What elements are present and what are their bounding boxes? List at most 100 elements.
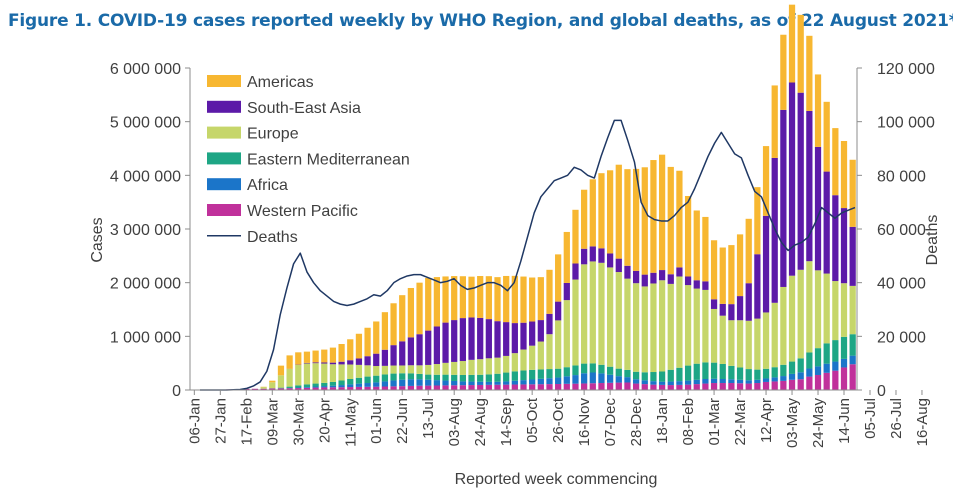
bar-eastern-mediterranean-10 xyxy=(277,387,285,389)
bar-africa-18 xyxy=(347,384,354,388)
bar-europe-33 xyxy=(477,359,484,375)
bar-africa-75 xyxy=(840,358,848,368)
x-tick-label: 17-Feb xyxy=(238,398,255,446)
y2-tick-label: 20 000 xyxy=(877,329,926,346)
bar-europe-67 xyxy=(771,302,778,368)
bar-africa-58 xyxy=(693,379,700,385)
y2-tick-label: 40 000 xyxy=(877,276,926,293)
bar-americas-27 xyxy=(425,278,432,331)
x-tick-label: 27-Jan xyxy=(212,398,229,444)
bar-europe-63 xyxy=(736,320,744,368)
x-tick-label: 12-Apr xyxy=(758,398,775,443)
y-tick-label: 5 000 000 xyxy=(110,115,181,132)
bar-south-east-asia-57 xyxy=(684,276,692,286)
bar-western-pacific-41 xyxy=(546,384,553,390)
bar-africa-32 xyxy=(468,381,475,386)
bar-africa-35 xyxy=(494,381,501,385)
bar-eastern-mediterranean-76 xyxy=(849,334,856,356)
bar-eastern-mediterranean-49 xyxy=(615,368,622,377)
bar-south-east-asia-45 xyxy=(581,248,588,265)
bar-south-east-asia-28 xyxy=(433,326,440,365)
bar-americas-50 xyxy=(624,169,631,266)
bar-europe-66 xyxy=(762,312,770,369)
bar-south-east-asia-52 xyxy=(641,274,648,287)
bar-africa-45 xyxy=(581,373,588,384)
bar-western-pacific-26 xyxy=(416,385,423,390)
bar-europe-58 xyxy=(693,288,700,364)
bar-south-east-asia-23 xyxy=(390,345,397,366)
bar-eastern-mediterranean-35 xyxy=(494,373,501,382)
bar-eastern-mediterranean-60 xyxy=(710,362,718,379)
bar-eastern-mediterranean-13 xyxy=(303,384,311,388)
x-tick-label: 05-Jul xyxy=(862,398,879,439)
bar-americas-62 xyxy=(728,245,735,305)
bar-americas-51 xyxy=(632,168,640,271)
bar-south-east-asia-24 xyxy=(399,341,406,366)
bar-americas-41 xyxy=(546,269,553,314)
bar-europe-23 xyxy=(390,365,397,374)
bar-americas-23 xyxy=(390,303,397,346)
bar-europe-43 xyxy=(563,300,570,368)
bar-south-east-asia-76 xyxy=(849,226,856,286)
bar-eastern-mediterranean-24 xyxy=(399,373,406,380)
bar-americas-49 xyxy=(615,164,622,259)
bar-europe-76 xyxy=(849,285,856,335)
x-tick-label: 16-Nov xyxy=(576,398,593,447)
bar-eastern-mediterranean-52 xyxy=(641,372,648,381)
bar-south-east-asia-74 xyxy=(832,195,839,282)
bar-eastern-mediterranean-40 xyxy=(537,369,544,379)
x-tick-label: 14-Sep xyxy=(498,398,515,446)
bar-south-east-asia-41 xyxy=(546,313,553,335)
bar-south-east-asia-66 xyxy=(762,215,770,313)
bar-europe-14 xyxy=(312,363,319,384)
bar-americas-17 xyxy=(338,344,345,362)
bar-western-pacific-47 xyxy=(598,383,605,390)
bar-south-east-asia-35 xyxy=(494,321,501,358)
bar-south-east-asia-29 xyxy=(442,322,449,363)
x-axis-label: Reported week commencing xyxy=(455,471,658,488)
bar-americas-36 xyxy=(503,275,510,323)
bar-eastern-mediterranean-73 xyxy=(823,343,830,364)
bar-europe-40 xyxy=(537,341,544,370)
bar-europe-60 xyxy=(710,308,718,363)
bar-south-east-asia-48 xyxy=(607,253,614,268)
bar-europe-29 xyxy=(442,362,449,375)
bar-south-east-asia-22 xyxy=(381,349,389,366)
bar-europe-47 xyxy=(598,262,605,365)
bar-western-pacific-59 xyxy=(702,383,709,390)
x-tick-label: 01-Mar xyxy=(706,398,723,446)
y2-axis-label: Deaths xyxy=(924,215,941,266)
bar-western-pacific-38 xyxy=(520,384,527,390)
bar-europe-54 xyxy=(658,280,666,372)
bar-africa-44 xyxy=(572,375,579,384)
bar-americas-10 xyxy=(277,365,285,376)
stacked-bars xyxy=(191,4,856,390)
bar-americas-64 xyxy=(745,218,752,284)
legend-swatch-americas xyxy=(207,75,241,87)
bar-americas-24 xyxy=(399,295,406,342)
bar-western-pacific-46 xyxy=(589,383,596,390)
bar-africa-42 xyxy=(555,377,562,384)
bar-africa-21 xyxy=(373,382,380,387)
bar-eastern-mediterranean-39 xyxy=(529,369,536,380)
bar-western-pacific-14 xyxy=(312,387,319,390)
bar-south-east-asia-33 xyxy=(477,317,484,360)
bar-eastern-mediterranean-31 xyxy=(459,374,466,382)
bar-europe-59 xyxy=(702,289,709,363)
bar-europe-30 xyxy=(451,361,458,375)
bar-south-east-asia-27 xyxy=(425,330,432,365)
bar-south-east-asia-17 xyxy=(338,361,345,365)
bar-americas-25 xyxy=(407,287,415,338)
bar-western-pacific-10 xyxy=(277,388,285,390)
bar-africa-39 xyxy=(529,379,536,385)
bar-americas-38 xyxy=(520,276,527,323)
bar-western-pacific-18 xyxy=(347,387,354,390)
bar-western-pacific-71 xyxy=(806,376,813,390)
bar-europe-16 xyxy=(329,364,337,382)
bar-africa-71 xyxy=(806,368,813,377)
bar-africa-60 xyxy=(710,378,718,384)
bar-eastern-mediterranean-61 xyxy=(719,363,726,379)
bar-africa-65 xyxy=(754,379,761,384)
bar-south-east-asia-75 xyxy=(840,208,848,284)
bar-eastern-mediterranean-25 xyxy=(407,373,415,380)
